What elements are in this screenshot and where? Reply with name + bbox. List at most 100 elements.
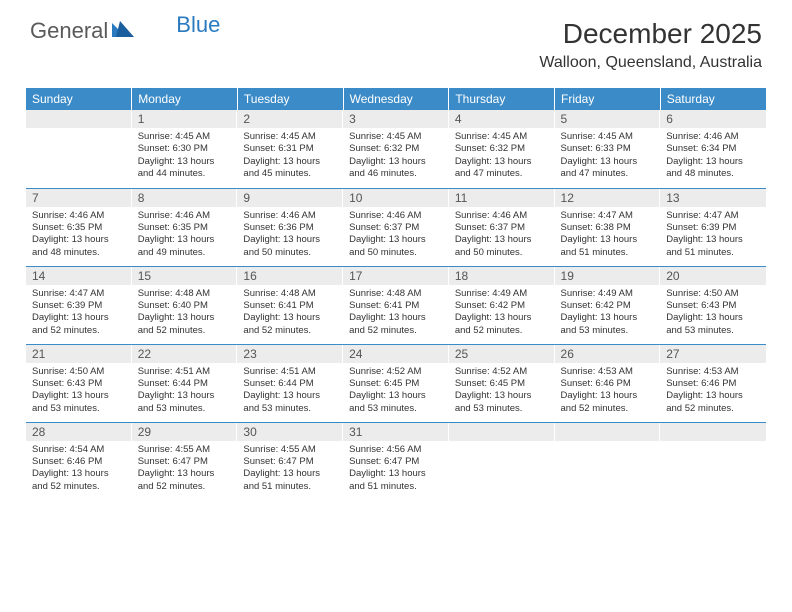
- day-line: and 53 minutes.: [32, 403, 126, 415]
- day-line: Sunset: 6:43 PM: [32, 378, 126, 390]
- day-line: and 52 minutes.: [32, 325, 126, 337]
- calendar-day-cell: 2Sunrise: 4:45 AMSunset: 6:31 PMDaylight…: [237, 110, 343, 188]
- day-line: Sunrise: 4:48 AM: [138, 288, 232, 300]
- day-number: [660, 423, 766, 441]
- day-line: Daylight: 13 hours: [666, 156, 760, 168]
- weekday-header: Wednesday: [343, 88, 449, 110]
- day-line: Daylight: 13 hours: [243, 156, 337, 168]
- calendar-day-cell: [555, 422, 661, 500]
- day-line: Sunrise: 4:45 AM: [349, 131, 443, 143]
- day-line: and 46 minutes.: [349, 168, 443, 180]
- calendar-day-cell: 21Sunrise: 4:50 AMSunset: 6:43 PMDayligh…: [26, 344, 132, 422]
- day-line: Sunrise: 4:55 AM: [138, 444, 232, 456]
- calendar-day-cell: 24Sunrise: 4:52 AMSunset: 6:45 PMDayligh…: [343, 344, 449, 422]
- day-number: 29: [132, 423, 238, 441]
- day-line: and 47 minutes.: [561, 168, 655, 180]
- calendar-week-row: 21Sunrise: 4:50 AMSunset: 6:43 PMDayligh…: [26, 344, 766, 422]
- day-line: Sunset: 6:40 PM: [138, 300, 232, 312]
- day-details: Sunrise: 4:46 AMSunset: 6:37 PMDaylight:…: [449, 207, 555, 263]
- day-details: Sunrise: 4:45 AMSunset: 6:33 PMDaylight:…: [555, 128, 661, 184]
- day-line: Sunrise: 4:45 AM: [561, 131, 655, 143]
- day-line: Daylight: 13 hours: [243, 312, 337, 324]
- day-line: Sunrise: 4:46 AM: [666, 131, 760, 143]
- day-number: 9: [237, 189, 343, 207]
- day-number: 21: [26, 345, 132, 363]
- calendar-day-cell: 22Sunrise: 4:51 AMSunset: 6:44 PMDayligh…: [132, 344, 238, 422]
- day-line: and 50 minutes.: [455, 247, 549, 259]
- calendar-day-cell: 31Sunrise: 4:56 AMSunset: 6:47 PMDayligh…: [343, 422, 449, 500]
- day-details: Sunrise: 4:49 AMSunset: 6:42 PMDaylight:…: [449, 285, 555, 341]
- day-line: Sunrise: 4:55 AM: [243, 444, 337, 456]
- day-line: and 52 minutes.: [666, 403, 760, 415]
- day-line: Sunrise: 4:47 AM: [666, 210, 760, 222]
- day-number: 6: [660, 110, 766, 128]
- day-line: and 48 minutes.: [666, 168, 760, 180]
- day-number: 24: [343, 345, 449, 363]
- day-details: Sunrise: 4:46 AMSunset: 6:35 PMDaylight:…: [132, 207, 238, 263]
- calendar-day-cell: 28Sunrise: 4:54 AMSunset: 6:46 PMDayligh…: [26, 422, 132, 500]
- day-line: and 50 minutes.: [349, 247, 443, 259]
- day-line: Daylight: 13 hours: [561, 390, 655, 402]
- calendar-day-cell: 1Sunrise: 4:45 AMSunset: 6:30 PMDaylight…: [132, 110, 238, 188]
- day-line: Sunset: 6:32 PM: [455, 143, 549, 155]
- day-line: Sunrise: 4:48 AM: [349, 288, 443, 300]
- day-line: Daylight: 13 hours: [349, 234, 443, 246]
- day-line: and 51 minutes.: [666, 247, 760, 259]
- day-number: 23: [237, 345, 343, 363]
- day-line: Sunrise: 4:49 AM: [561, 288, 655, 300]
- day-line: Daylight: 13 hours: [138, 234, 232, 246]
- day-line: Sunrise: 4:50 AM: [666, 288, 760, 300]
- day-line: Sunset: 6:46 PM: [666, 378, 760, 390]
- day-line: Sunrise: 4:53 AM: [666, 366, 760, 378]
- calendar-table: Sunday Monday Tuesday Wednesday Thursday…: [26, 88, 766, 500]
- day-line: Daylight: 13 hours: [666, 312, 760, 324]
- day-line: Sunset: 6:35 PM: [32, 222, 126, 234]
- calendar-day-cell: 16Sunrise: 4:48 AMSunset: 6:41 PMDayligh…: [237, 266, 343, 344]
- calendar-week-row: 1Sunrise: 4:45 AMSunset: 6:30 PMDaylight…: [26, 110, 766, 188]
- day-line: Sunset: 6:38 PM: [561, 222, 655, 234]
- day-number: 1: [132, 110, 238, 128]
- day-line: Daylight: 13 hours: [243, 234, 337, 246]
- day-line: Sunrise: 4:46 AM: [138, 210, 232, 222]
- day-line: and 49 minutes.: [138, 247, 232, 259]
- day-line: Daylight: 13 hours: [455, 156, 549, 168]
- calendar-day-cell: 26Sunrise: 4:53 AMSunset: 6:46 PMDayligh…: [555, 344, 661, 422]
- day-number: 25: [449, 345, 555, 363]
- day-line: Sunset: 6:33 PM: [561, 143, 655, 155]
- day-line: Sunset: 6:31 PM: [243, 143, 337, 155]
- day-line: Sunset: 6:36 PM: [243, 222, 337, 234]
- calendar-day-cell: 20Sunrise: 4:50 AMSunset: 6:43 PMDayligh…: [660, 266, 766, 344]
- calendar-week-row: 7Sunrise: 4:46 AMSunset: 6:35 PMDaylight…: [26, 188, 766, 266]
- day-number: 10: [343, 189, 449, 207]
- brand-triangle-icon: [112, 21, 134, 42]
- day-line: and 53 minutes.: [455, 403, 549, 415]
- day-number: [555, 423, 661, 441]
- day-line: and 48 minutes.: [32, 247, 126, 259]
- calendar-day-cell: 17Sunrise: 4:48 AMSunset: 6:41 PMDayligh…: [343, 266, 449, 344]
- day-details: [660, 441, 766, 448]
- day-line: Sunrise: 4:45 AM: [138, 131, 232, 143]
- day-details: Sunrise: 4:52 AMSunset: 6:45 PMDaylight:…: [449, 363, 555, 419]
- calendar-day-cell: 15Sunrise: 4:48 AMSunset: 6:40 PMDayligh…: [132, 266, 238, 344]
- day-line: Sunset: 6:34 PM: [666, 143, 760, 155]
- day-number: 26: [555, 345, 661, 363]
- day-line: Sunrise: 4:53 AM: [561, 366, 655, 378]
- day-line: Sunrise: 4:46 AM: [349, 210, 443, 222]
- day-details: Sunrise: 4:48 AMSunset: 6:41 PMDaylight:…: [343, 285, 449, 341]
- day-number: 17: [343, 267, 449, 285]
- calendar-day-cell: 9Sunrise: 4:46 AMSunset: 6:36 PMDaylight…: [237, 188, 343, 266]
- day-line: Sunrise: 4:48 AM: [243, 288, 337, 300]
- weekday-header: Tuesday: [237, 88, 343, 110]
- day-number: 11: [449, 189, 555, 207]
- day-line: Sunrise: 4:45 AM: [243, 131, 337, 143]
- day-line: Daylight: 13 hours: [349, 468, 443, 480]
- calendar-day-cell: 19Sunrise: 4:49 AMSunset: 6:42 PMDayligh…: [555, 266, 661, 344]
- day-line: Sunrise: 4:49 AM: [455, 288, 549, 300]
- day-line: Daylight: 13 hours: [138, 468, 232, 480]
- day-details: Sunrise: 4:48 AMSunset: 6:41 PMDaylight:…: [237, 285, 343, 341]
- day-number: [26, 110, 132, 128]
- day-line: Sunset: 6:41 PM: [349, 300, 443, 312]
- day-number: 12: [555, 189, 661, 207]
- day-details: Sunrise: 4:50 AMSunset: 6:43 PMDaylight:…: [660, 285, 766, 341]
- day-line: Sunrise: 4:45 AM: [455, 131, 549, 143]
